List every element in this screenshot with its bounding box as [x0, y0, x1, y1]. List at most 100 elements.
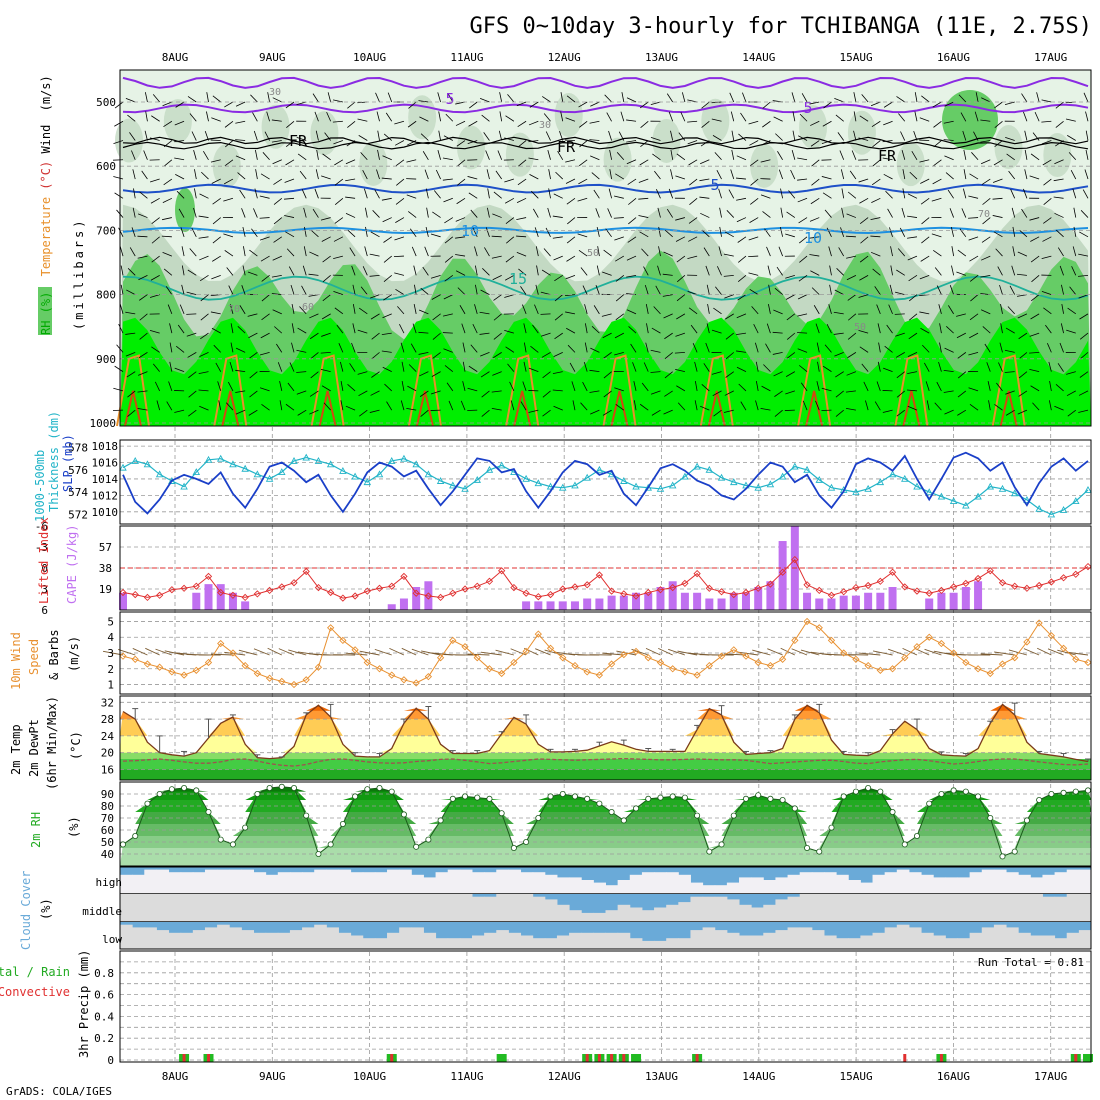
wind-barb [137, 390, 148, 393]
wind-barb [583, 361, 588, 372]
wind-barb [899, 227, 906, 237]
thickness-point [485, 465, 494, 473]
wind-barb [139, 313, 148, 321]
wind-barb [565, 159, 576, 163]
cloud-gap [387, 932, 400, 949]
wind-barb [277, 362, 283, 372]
precip-conv-bar [207, 1054, 211, 1062]
cloud-gap [921, 932, 934, 949]
li-point [620, 590, 628, 598]
wind-barb [845, 235, 856, 238]
wind-barb [763, 364, 771, 372]
cloud-gap [593, 912, 606, 921]
rh-point [547, 793, 554, 800]
wind-barb [797, 348, 808, 353]
wind-barb [735, 177, 747, 180]
rh-patch [408, 95, 437, 140]
wind-barb [276, 343, 283, 353]
li-point [1023, 584, 1031, 592]
wind-barb [545, 227, 551, 237]
thickness-point [1047, 510, 1056, 518]
wind-barb [1085, 111, 1089, 122]
wind-barb [507, 94, 515, 103]
wind-barb [675, 368, 685, 373]
wind-barb [541, 352, 551, 358]
rh-point [816, 848, 823, 855]
li-point [901, 583, 909, 591]
wind-barb [534, 227, 539, 237]
wind-barb [1057, 247, 1064, 257]
freezing-level-line-2 [122, 141, 1089, 150]
wind-barb [443, 348, 453, 353]
wind-barb [578, 250, 588, 257]
wind-barb [706, 284, 710, 295]
wind-barb [186, 332, 197, 337]
rh-point [791, 805, 798, 812]
wind-barb [1029, 217, 1040, 221]
rh-point [645, 795, 652, 802]
wind-barb [750, 197, 759, 205]
lifted-index-label: Lifted Index [37, 517, 51, 604]
cape-bar [583, 598, 592, 610]
cloud-gap [520, 872, 534, 893]
wind-barb [982, 197, 991, 205]
wind-barb [797, 197, 808, 203]
cloud-gap [520, 935, 534, 949]
li-point [388, 582, 396, 590]
wind-barb [1068, 152, 1077, 161]
wind-barb [639, 403, 649, 411]
cloud-gap [362, 872, 376, 893]
wind-barb [287, 382, 295, 392]
wind-barb [630, 343, 637, 353]
wind-barb [254, 149, 258, 160]
wind-barb [1029, 368, 1040, 373]
wind-barb [334, 217, 344, 224]
wind-barb [249, 390, 258, 398]
wind-barb [548, 188, 551, 199]
wind-barb [132, 169, 136, 180]
rh2m-fill [120, 786, 1091, 866]
contour-label: 15 [509, 270, 527, 288]
wind-barb [247, 313, 258, 317]
temp-contour-5 [122, 183, 1089, 194]
wind-barb [943, 390, 954, 393]
upper-air-legend: RH (%) Temperature (°C) Wind (m/s) [39, 75, 53, 335]
cloud-gap [726, 882, 740, 893]
li-point [400, 572, 408, 581]
wind-barb [968, 195, 979, 199]
wind-barb [228, 285, 234, 295]
wind-barb [443, 294, 453, 300]
wind-barb [620, 111, 625, 122]
wind-barb [809, 101, 820, 105]
wind-barb [230, 323, 234, 334]
wind-barb [859, 197, 869, 204]
wind-barb [127, 114, 136, 122]
wind-barb [957, 390, 967, 398]
wind-barb [149, 294, 160, 298]
cloud-gap [217, 894, 230, 921]
wind-barb [736, 313, 747, 319]
wind-barb [951, 265, 955, 276]
li-point [840, 588, 848, 596]
wind-barb [815, 323, 820, 334]
cloud-gap [289, 894, 303, 921]
wind-barb [499, 92, 503, 103]
wind-barb [370, 313, 380, 320]
cloud-gap [399, 869, 412, 893]
slp-tick: 1018 [92, 440, 119, 453]
rh-point [376, 785, 383, 792]
wind-barb [210, 159, 221, 163]
wind-barb [547, 207, 551, 218]
wind-barb [472, 323, 478, 334]
rh-tick: 50 [101, 836, 114, 849]
cloud-gap [702, 885, 716, 893]
rh-tick: 90 [101, 788, 114, 801]
wind-barb [906, 389, 918, 392]
wind-barb [645, 303, 649, 314]
wind-barb [810, 120, 820, 126]
wind-barb [212, 217, 221, 225]
wind-point [436, 654, 445, 662]
wind-barb [272, 159, 282, 165]
wind-barb [377, 130, 380, 141]
li-cape-frame [119, 525, 1092, 611]
